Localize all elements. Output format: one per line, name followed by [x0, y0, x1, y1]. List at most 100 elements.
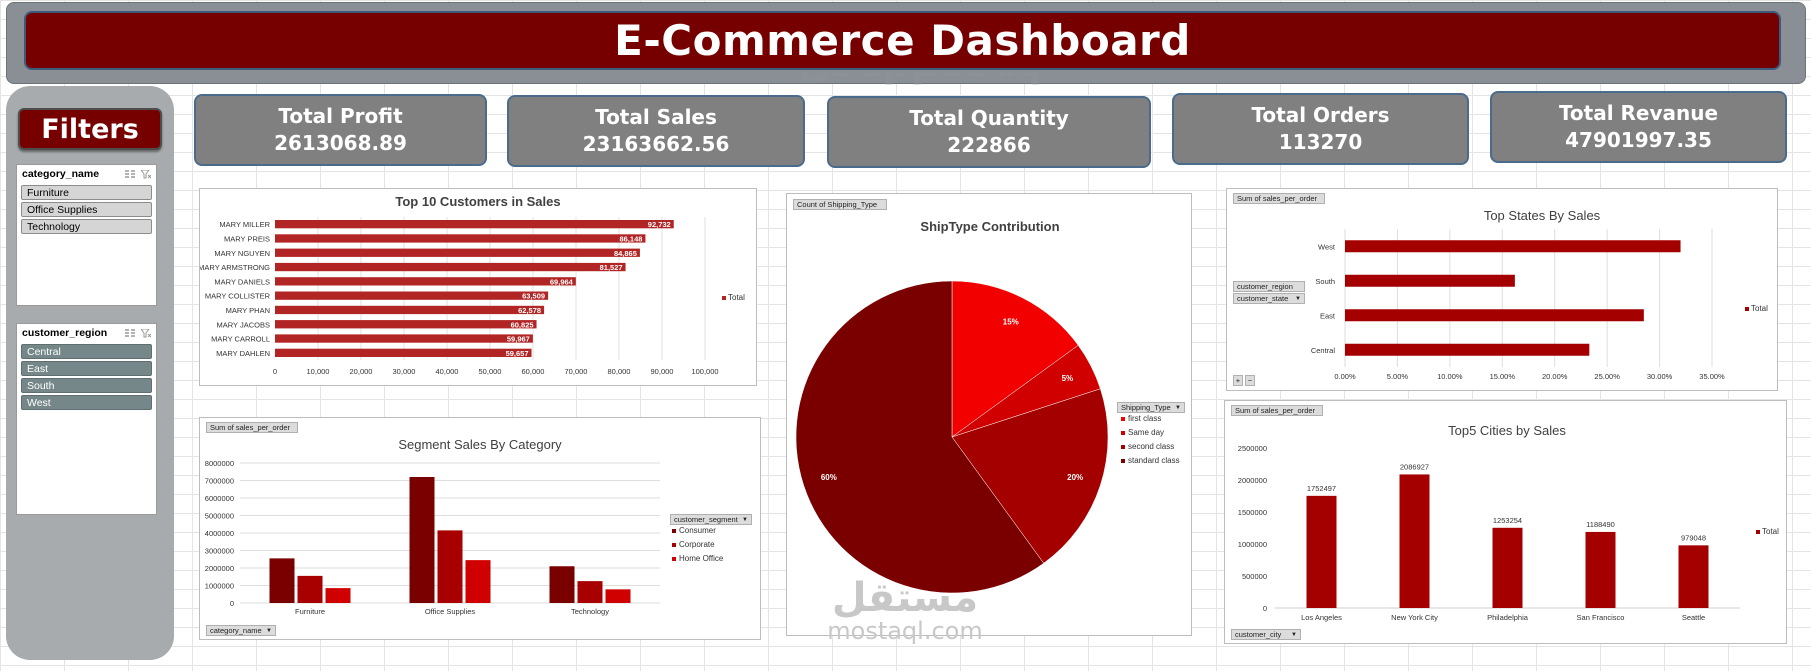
- x-tick-label: 35.00%: [1699, 372, 1725, 381]
- sum-sales-field-button[interactable]: Sum of sales_per_order: [206, 422, 298, 433]
- category-slicer-header: category_name: [17, 165, 156, 183]
- title-reflection: E-Commerce Dashboard: [660, 73, 1180, 87]
- kpi-label: Total Sales: [595, 105, 717, 129]
- legend-label: Corporate: [679, 540, 715, 549]
- y-tick-label: 8000000: [205, 459, 234, 468]
- clear-filter-icon[interactable]: [141, 169, 151, 179]
- top-cities-chart: Top5 Cities by Sales 0 500000 1000000 150000…: [1238, 423, 1779, 622]
- customer-state-field-label: customer_state: [1237, 294, 1289, 303]
- legend-label: first class: [1128, 414, 1161, 423]
- category-slicer-title: category_name: [22, 168, 100, 180]
- kpi-value: 2613068.89: [274, 131, 407, 155]
- kpi-total-revenue: Total Revanue 47901997.35: [1490, 91, 1787, 163]
- slicer-item-technology[interactable]: Technology: [21, 219, 152, 234]
- multi-select-icon[interactable]: [125, 329, 135, 338]
- kpi-label: Total Revanue: [1558, 101, 1719, 125]
- dropdown-icon: ▼: [1175, 405, 1181, 411]
- y-tick-label: 1000000: [1238, 540, 1267, 549]
- shiptype-chart-panel: ShipType Contribution 15% 5% 20% 60% first cl…: [786, 193, 1192, 636]
- bar: [269, 558, 295, 603]
- y-tick-label: Central: [1311, 346, 1336, 355]
- dropdown-icon: ▼: [1295, 296, 1301, 302]
- bar: [1399, 474, 1430, 608]
- sum-sales-field-button[interactable]: Sum of sales_per_order: [1231, 405, 1323, 416]
- data-label: 84,865: [614, 249, 637, 258]
- bar: [297, 575, 323, 603]
- x-tick-label: 0: [273, 367, 277, 376]
- x-tick-label: 20.00%: [1542, 372, 1568, 381]
- collapse-button[interactable]: −: [1245, 375, 1255, 386]
- bar: [275, 277, 576, 286]
- kpi-value: 47901997.35: [1565, 128, 1712, 152]
- x-tick-label: 25.00%: [1594, 372, 1620, 381]
- region-slicer: customer_region Central East South West: [16, 323, 157, 515]
- data-label: 59,657: [506, 349, 529, 358]
- top-states-chart: Top States By Sales 0.00% 5.00% 10.00% 15.00…: [1311, 208, 1768, 381]
- bar: [1345, 274, 1515, 287]
- bar: [1345, 343, 1590, 356]
- expand-button[interactable]: +: [1233, 375, 1243, 386]
- segment-sales-chart: Segment Sales By Category 0 1000000 2000000…: [205, 437, 724, 616]
- data-label: 60%: [821, 473, 837, 482]
- data-label: 2086927: [1400, 462, 1429, 471]
- watermark: مستقل mostaql.com: [810, 578, 1000, 644]
- count-shipping-field-button[interactable]: Count of Shipping_Type: [793, 199, 887, 210]
- customer-region-field-button[interactable]: customer_region▼: [1233, 281, 1305, 292]
- shiptype-pie-chart: ShipType Contribution 15% 5% 20% 60% first cl…: [795, 219, 1180, 594]
- multi-select-icon[interactable]: [125, 170, 135, 179]
- x-tick-label: 70,000: [565, 367, 588, 376]
- x-tick-label: Technology: [571, 607, 609, 616]
- top-cities-chart-panel: Top5 Cities by Sales 0 500000 1000000 150000…: [1224, 400, 1787, 644]
- watermark-latin: mostaql.com: [827, 617, 983, 645]
- chart-title: Top 10 Customers in Sales: [395, 194, 560, 209]
- data-label: 5%: [1062, 374, 1074, 383]
- bar: [1585, 531, 1616, 608]
- legend-swatch: [1756, 530, 1760, 534]
- y-tick-label: 1000000: [205, 582, 234, 591]
- y-tick-label: MARY JACOBS: [217, 320, 271, 329]
- y-tick-label: MARY PHAN: [226, 306, 270, 315]
- kpi-value: 113270: [1278, 130, 1363, 154]
- bar: [275, 291, 549, 300]
- data-label: 1188490: [1586, 520, 1615, 529]
- dashboard-title: E-Commerce Dashboard: [614, 16, 1191, 65]
- y-tick-label: MARY ARMSTRONG: [200, 263, 270, 272]
- shipping-type-field-button[interactable]: Shipping_Type ▼: [1117, 402, 1185, 413]
- legend-label: standard class: [1128, 456, 1180, 465]
- customer-state-field-button[interactable]: customer_state ▼: [1233, 293, 1305, 304]
- bar: [1678, 545, 1709, 608]
- data-label: 60,825: [511, 320, 534, 329]
- y-tick-label: MARY CARROLL: [211, 335, 270, 344]
- dashboard-title-bar: E-Commerce Dashboard: [24, 11, 1781, 70]
- customer-city-field-button[interactable]: customer_city ▼: [1231, 629, 1301, 640]
- data-label: 59,967: [507, 335, 530, 344]
- slicer-item-east[interactable]: East: [21, 361, 152, 376]
- category-slicer: category_name Furniture Office Supplies …: [16, 164, 157, 306]
- shipping-type-field-label: Shipping_Type: [1121, 403, 1171, 412]
- slicer-item-west[interactable]: West: [21, 395, 152, 410]
- customer-segment-field-label: customer_segment: [674, 515, 738, 524]
- bar: [275, 234, 646, 243]
- slicer-item-office-supplies[interactable]: Office Supplies: [21, 202, 152, 217]
- clear-filter-icon[interactable]: [141, 328, 151, 338]
- slicer-item-south[interactable]: South: [21, 378, 152, 393]
- legend-label: Total: [1751, 304, 1768, 313]
- y-tick-label: West: [1318, 242, 1336, 251]
- category-name-field-button[interactable]: category_name ▼: [206, 625, 276, 636]
- bar: [275, 334, 533, 343]
- bar: [275, 348, 532, 357]
- legend-swatch: [672, 529, 676, 533]
- slicer-item-central[interactable]: Central: [21, 344, 152, 359]
- sum-sales-field-button[interactable]: Sum of sales_per_order: [1233, 193, 1325, 204]
- data-label: 86,148: [619, 234, 642, 243]
- bar: [325, 588, 351, 603]
- x-tick-label: 40,000: [436, 367, 459, 376]
- data-label: 20%: [1067, 473, 1083, 482]
- segment-sales-chart-panel: Segment Sales By Category 0 1000000 2000000…: [199, 417, 761, 640]
- slicer-item-furniture[interactable]: Furniture: [21, 185, 152, 200]
- x-tick-label: 20,000: [350, 367, 373, 376]
- x-tick-label: Philadelphia: [1487, 613, 1529, 622]
- y-tick-label: South: [1315, 277, 1335, 286]
- customer-segment-field-button[interactable]: customer_segment ▼: [670, 514, 752, 525]
- kpi-total-orders: Total Orders 113270: [1172, 93, 1469, 165]
